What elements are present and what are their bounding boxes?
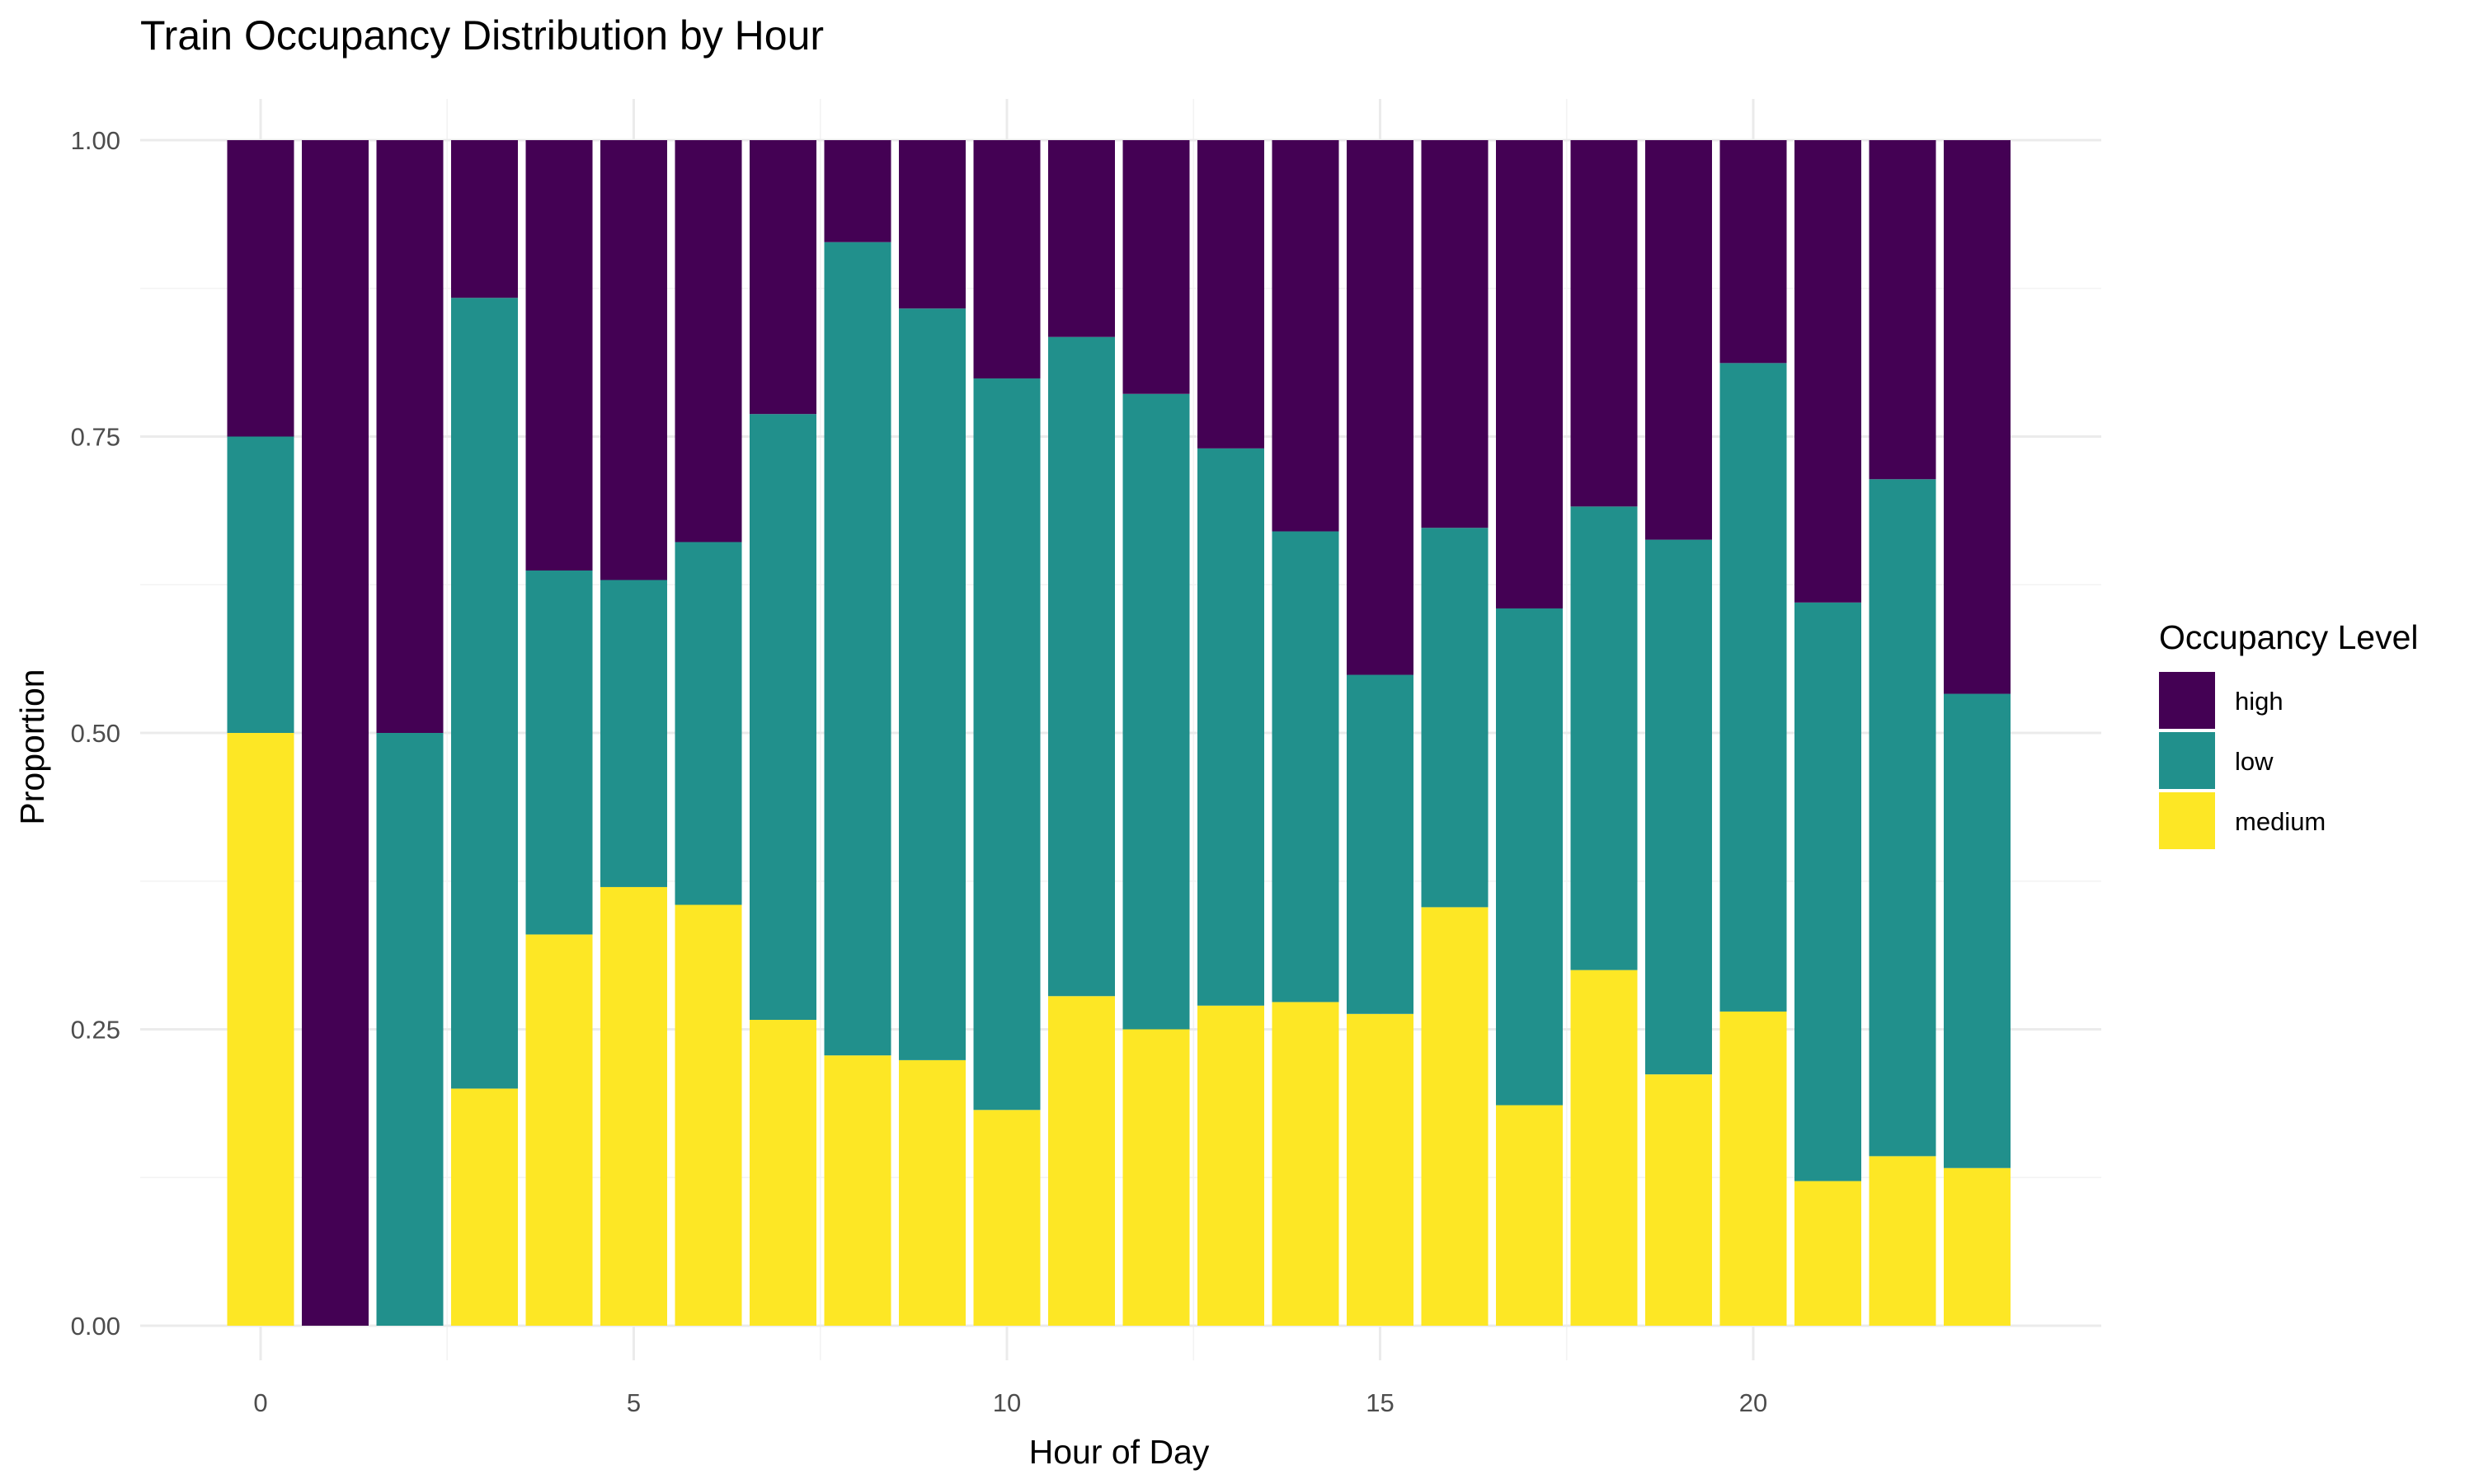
bar-segment-high-hour-6 xyxy=(675,140,742,542)
x-tick-label: 20 xyxy=(1739,1388,1767,1417)
bar-segment-low-hour-22 xyxy=(1869,479,1936,1157)
y-axis-title: Proportion xyxy=(13,669,51,824)
legend-title: Occupancy Level xyxy=(2159,618,2419,656)
bar-segment-high-hour-11 xyxy=(1048,140,1115,337)
bar-segment-low-hour-3 xyxy=(451,298,518,1089)
bar-segment-high-hour-16 xyxy=(1421,140,1489,528)
y-axis-ticks: 0.00 0.25 0.50 0.75 1.00 xyxy=(71,126,120,1341)
bar-segment-high-hour-14 xyxy=(1272,140,1339,532)
x-tick-label: 5 xyxy=(627,1388,641,1417)
bar-segment-low-hour-19 xyxy=(1645,539,1712,1075)
bar-segment-low-hour-15 xyxy=(1347,674,1413,1014)
bars-layer xyxy=(227,140,2011,1326)
y-tick-label: 0.50 xyxy=(71,719,120,748)
bar-segment-low-hour-0 xyxy=(227,436,294,733)
bar-segment-high-hour-12 xyxy=(1122,140,1190,394)
bar-segment-medium-hour-18 xyxy=(1570,970,1638,1326)
legend: Occupancy Level high low medium xyxy=(2159,618,2419,849)
bar-segment-low-hour-18 xyxy=(1570,506,1638,970)
y-tick-label: 0.25 xyxy=(71,1016,120,1045)
bar-segment-high-hour-3 xyxy=(451,140,518,298)
bar-segment-medium-hour-20 xyxy=(1719,1011,1787,1326)
bar-segment-medium-hour-23 xyxy=(1944,1167,2011,1326)
bar-segment-high-hour-13 xyxy=(1197,140,1264,448)
x-tick-label: 15 xyxy=(1366,1388,1394,1417)
x-tick-label: 10 xyxy=(993,1388,1021,1417)
bar-segment-medium-hour-8 xyxy=(824,1055,891,1326)
bar-segment-low-hour-11 xyxy=(1048,336,1115,997)
bar-segment-high-hour-8 xyxy=(824,140,891,242)
bar-segment-high-hour-1 xyxy=(302,140,369,1326)
bar-segment-medium-hour-21 xyxy=(1794,1181,1861,1326)
bar-segment-medium-hour-9 xyxy=(899,1059,966,1326)
bar-segment-medium-hour-10 xyxy=(973,1110,1041,1326)
y-tick-label: 0.00 xyxy=(71,1312,120,1341)
bar-segment-low-hour-7 xyxy=(750,414,816,1020)
bar-segment-high-hour-7 xyxy=(750,140,816,415)
x-tick-label: 0 xyxy=(253,1388,267,1417)
bar-segment-low-hour-20 xyxy=(1719,363,1787,1012)
bar-segment-low-hour-8 xyxy=(824,242,891,1056)
bar-segment-medium-hour-13 xyxy=(1197,1005,1264,1326)
bar-segment-low-hour-6 xyxy=(675,542,742,905)
bar-segment-high-hour-23 xyxy=(1944,140,2011,694)
chart-title: Train Occupancy Distribution by Hour xyxy=(140,12,824,59)
bar-segment-medium-hour-15 xyxy=(1347,1013,1413,1326)
y-tick-label: 0.75 xyxy=(71,423,120,452)
bar-segment-medium-hour-7 xyxy=(750,1019,816,1326)
bar-segment-low-hour-5 xyxy=(600,580,667,887)
legend-swatch-high xyxy=(2159,672,2215,729)
bar-segment-high-hour-18 xyxy=(1570,140,1638,507)
bar-segment-high-hour-22 xyxy=(1869,140,1936,480)
bar-segment-low-hour-21 xyxy=(1794,602,1861,1181)
legend-label-medium: medium xyxy=(2235,807,2326,836)
bar-segment-medium-hour-11 xyxy=(1048,996,1115,1326)
bar-segment-high-hour-0 xyxy=(227,140,294,437)
bar-segment-medium-hour-3 xyxy=(451,1088,518,1326)
legend-label-low: low xyxy=(2235,747,2274,776)
bar-segment-high-hour-19 xyxy=(1645,140,1712,540)
bar-segment-low-hour-17 xyxy=(1496,608,1563,1106)
bar-segment-high-hour-10 xyxy=(973,140,1041,379)
bar-segment-medium-hour-6 xyxy=(675,904,742,1326)
bar-segment-low-hour-16 xyxy=(1421,528,1489,908)
bar-segment-low-hour-10 xyxy=(973,378,1041,1111)
bar-segment-low-hour-23 xyxy=(1944,693,2011,1168)
bar-segment-medium-hour-4 xyxy=(525,934,593,1326)
x-axis-title: Hour of Day xyxy=(1029,1433,1210,1471)
bar-segment-high-hour-15 xyxy=(1347,140,1413,675)
bar-segment-medium-hour-16 xyxy=(1421,907,1489,1326)
bar-segment-medium-hour-22 xyxy=(1869,1156,1936,1326)
bar-segment-low-hour-12 xyxy=(1122,393,1190,1030)
bar-segment-medium-hour-19 xyxy=(1645,1074,1712,1326)
bar-segment-low-hour-2 xyxy=(376,733,444,1326)
bar-segment-high-hour-2 xyxy=(376,140,444,733)
legend-swatch-medium xyxy=(2159,792,2215,849)
bar-segment-high-hour-21 xyxy=(1794,140,1861,603)
bar-segment-medium-hour-17 xyxy=(1496,1105,1563,1326)
legend-label-high: high xyxy=(2235,687,2284,716)
bar-segment-low-hour-9 xyxy=(899,308,966,1060)
bar-segment-high-hour-4 xyxy=(525,140,593,571)
bar-segment-low-hour-14 xyxy=(1272,531,1339,1003)
bar-segment-high-hour-20 xyxy=(1719,140,1787,364)
bar-segment-high-hour-17 xyxy=(1496,140,1563,609)
bar-segment-medium-hour-14 xyxy=(1272,1002,1339,1326)
bar-segment-medium-hour-12 xyxy=(1122,1029,1190,1326)
x-axis-ticks: 0 5 10 15 20 xyxy=(253,1388,1767,1417)
legend-swatch-low xyxy=(2159,732,2215,789)
bar-segment-high-hour-9 xyxy=(899,140,966,309)
bar-segment-high-hour-5 xyxy=(600,140,667,580)
bar-segment-low-hour-13 xyxy=(1197,448,1264,1006)
bar-segment-medium-hour-0 xyxy=(227,733,294,1326)
y-tick-label: 1.00 xyxy=(71,126,120,155)
bar-segment-medium-hour-5 xyxy=(600,886,667,1326)
bar-segment-low-hour-4 xyxy=(525,570,593,935)
